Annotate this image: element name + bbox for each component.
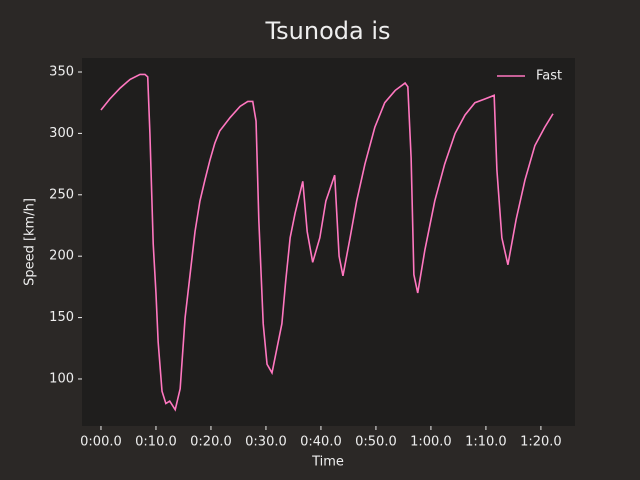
x-tick-label: 0:00.0 — [80, 435, 122, 450]
x-tick-label: 0:50.0 — [355, 435, 397, 450]
x-tick-label: 0:30.0 — [245, 435, 287, 450]
y-tick-label: 350 — [49, 64, 74, 79]
legend-label: Fast — [536, 69, 562, 84]
y-tick-label: 200 — [49, 249, 74, 264]
chart-title: Tsunoda is — [264, 17, 390, 45]
y-tick-label: 250 — [49, 187, 74, 202]
x-axis-label: Time — [311, 455, 344, 470]
x-tick-label: 0:40.0 — [300, 435, 342, 450]
line-series — [100, 73, 554, 412]
x-tick-label: 0:10.0 — [135, 435, 177, 450]
x-tick-label: 0:20.0 — [190, 435, 232, 450]
x-tick-label: 1:00.0 — [410, 435, 452, 450]
y-tick-label: 150 — [49, 310, 74, 325]
y-axis-label: Speed [km/h] — [23, 198, 38, 286]
x-tick-label: 1:10.0 — [465, 435, 507, 450]
x-tick-label: 1:20.0 — [520, 435, 562, 450]
y-tick-label: 100 — [49, 371, 74, 386]
plot-area — [82, 58, 575, 426]
y-tick-label: 300 — [49, 126, 74, 141]
